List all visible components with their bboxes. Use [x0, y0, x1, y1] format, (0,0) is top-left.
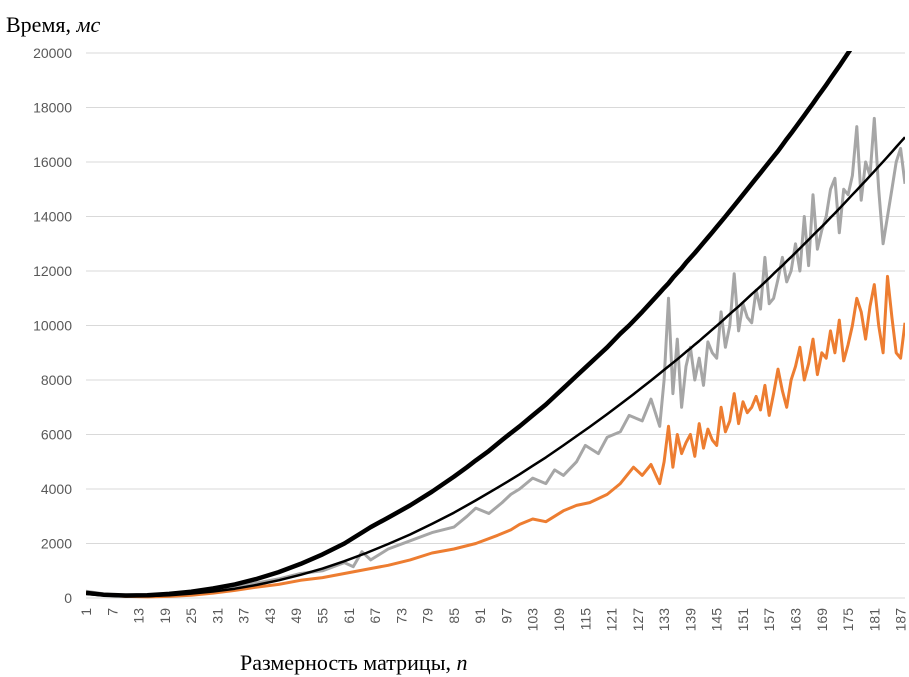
x-tick-label: 31: [209, 608, 225, 624]
y-tick-label: 20000: [33, 45, 72, 61]
x-tick-label: 49: [288, 608, 304, 624]
x-tick-label: 151: [735, 608, 751, 632]
x-tick-label: 97: [498, 608, 514, 624]
x-tick-label: 43: [262, 608, 278, 624]
x-tick-label: 169: [814, 608, 830, 632]
trendline-2: [86, 136, 905, 598]
y-tick-label: 14000: [33, 209, 72, 225]
y-tick-label: 16000: [33, 154, 72, 170]
y-tick-label: 4000: [41, 481, 72, 497]
x-tick-label: 139: [682, 608, 698, 632]
x-tick-label: 127: [630, 608, 646, 632]
x-tick-label: 103: [525, 608, 541, 632]
x-axis-title-var: n: [456, 650, 468, 675]
x-tick-label: 109: [551, 608, 567, 632]
x-tick-label: 1: [78, 608, 94, 616]
series-line-1: [86, 116, 905, 598]
x-tick-label: 145: [709, 608, 725, 632]
x-tick-label: 61: [341, 608, 357, 624]
x-tick-label: 13: [131, 608, 147, 624]
y-axis-title-unit: мс: [76, 12, 101, 37]
x-tick-label: 37: [236, 608, 252, 624]
x-tick-label: 67: [367, 608, 383, 624]
y-tick-label: 8000: [41, 372, 72, 388]
x-tick-label: 73: [393, 608, 409, 624]
y-tick-label: 2000: [41, 536, 72, 552]
x-tick-label: 85: [446, 608, 462, 624]
x-tick-label: 187: [893, 608, 909, 632]
y-axis-title: Время, мс: [6, 12, 100, 38]
x-tick-label: 7: [104, 608, 120, 616]
x-tick-label: 157: [761, 608, 777, 632]
x-tick-label: 121: [604, 608, 620, 632]
x-tick-label: 181: [866, 608, 882, 632]
x-tick-label: 115: [577, 608, 593, 631]
x-tick-label: 19: [157, 608, 173, 624]
y-tick-label: 12000: [33, 263, 72, 279]
x-axis-title: Размерность матрицы, n: [240, 650, 467, 676]
x-tick-label: 163: [788, 608, 804, 632]
y-tick-label: 10000: [33, 318, 72, 334]
x-axis-title-text: Размерность матрицы,: [240, 650, 457, 675]
trendline-1: [86, 51, 853, 598]
x-tick-label: 175: [840, 608, 856, 632]
series-line-2: [86, 274, 905, 599]
x-tick-label: 79: [420, 608, 436, 624]
x-tick-label: 91: [472, 608, 488, 624]
y-axis-title-text: Время,: [6, 12, 77, 37]
y-tick-label: 0: [64, 590, 72, 606]
y-tick-label: 18000: [33, 100, 72, 116]
x-tick-label: 25: [183, 608, 199, 624]
x-tick-label: 55: [315, 608, 331, 624]
y-tick-label: 6000: [41, 427, 72, 443]
x-tick-label: 133: [656, 608, 672, 632]
